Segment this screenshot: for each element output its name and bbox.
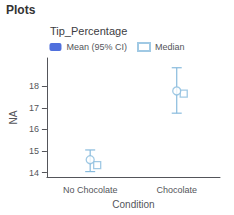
svg-text:Median: Median xyxy=(155,42,185,52)
svg-text:16: 16 xyxy=(29,124,39,134)
svg-text:No Chocolate: No Chocolate xyxy=(63,185,118,195)
svg-text:NA: NA xyxy=(8,110,19,124)
svg-text:Plots: Plots xyxy=(6,3,36,17)
svg-text:Mean (95% CI): Mean (95% CI) xyxy=(66,42,127,52)
svg-text:15: 15 xyxy=(29,146,39,156)
svg-text:Tip_Percentage: Tip_Percentage xyxy=(50,25,127,37)
svg-text:Chocolate: Chocolate xyxy=(156,185,197,195)
svg-text:Condition: Condition xyxy=(112,199,154,210)
svg-text:18: 18 xyxy=(29,81,39,91)
svg-text:14: 14 xyxy=(29,168,39,178)
svg-text:17: 17 xyxy=(29,103,39,113)
